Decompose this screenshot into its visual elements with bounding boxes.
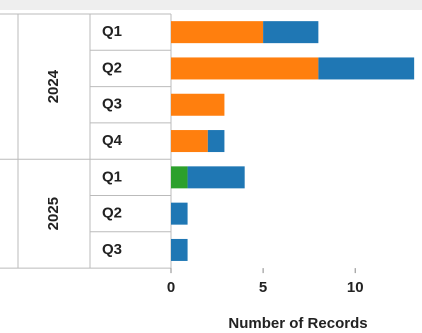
- bar-segment: [187, 166, 245, 189]
- x-tick-label: 10: [347, 279, 364, 296]
- bar-segment: [171, 93, 225, 116]
- bar-segment: [171, 21, 264, 44]
- bar-segment: [171, 238, 188, 261]
- quarter-label: Q1: [102, 23, 122, 40]
- x-axis-title: Number of Records: [228, 315, 367, 332]
- bar-segment: [171, 130, 208, 153]
- bar-segment: [171, 166, 188, 189]
- quarter-label: Q4: [102, 132, 123, 149]
- quarter-label: Q3: [102, 241, 122, 258]
- bar-segment: [318, 57, 415, 80]
- bar-segment: [207, 130, 225, 153]
- bar-segment: [263, 21, 319, 44]
- group-label: 2025: [45, 197, 62, 230]
- x-tick-label: 5: [259, 279, 267, 296]
- top-band: [0, 0, 422, 10]
- quarter-label: Q2: [102, 205, 122, 222]
- group-label: 2024: [45, 69, 62, 103]
- quarter-label: Q2: [102, 59, 122, 76]
- bar-segment: [171, 57, 319, 80]
- quarter-label: Q1: [102, 168, 122, 185]
- x-tick-label: 0: [167, 279, 175, 296]
- bar-segment: [171, 202, 188, 225]
- quarter-label: Q3: [102, 96, 122, 113]
